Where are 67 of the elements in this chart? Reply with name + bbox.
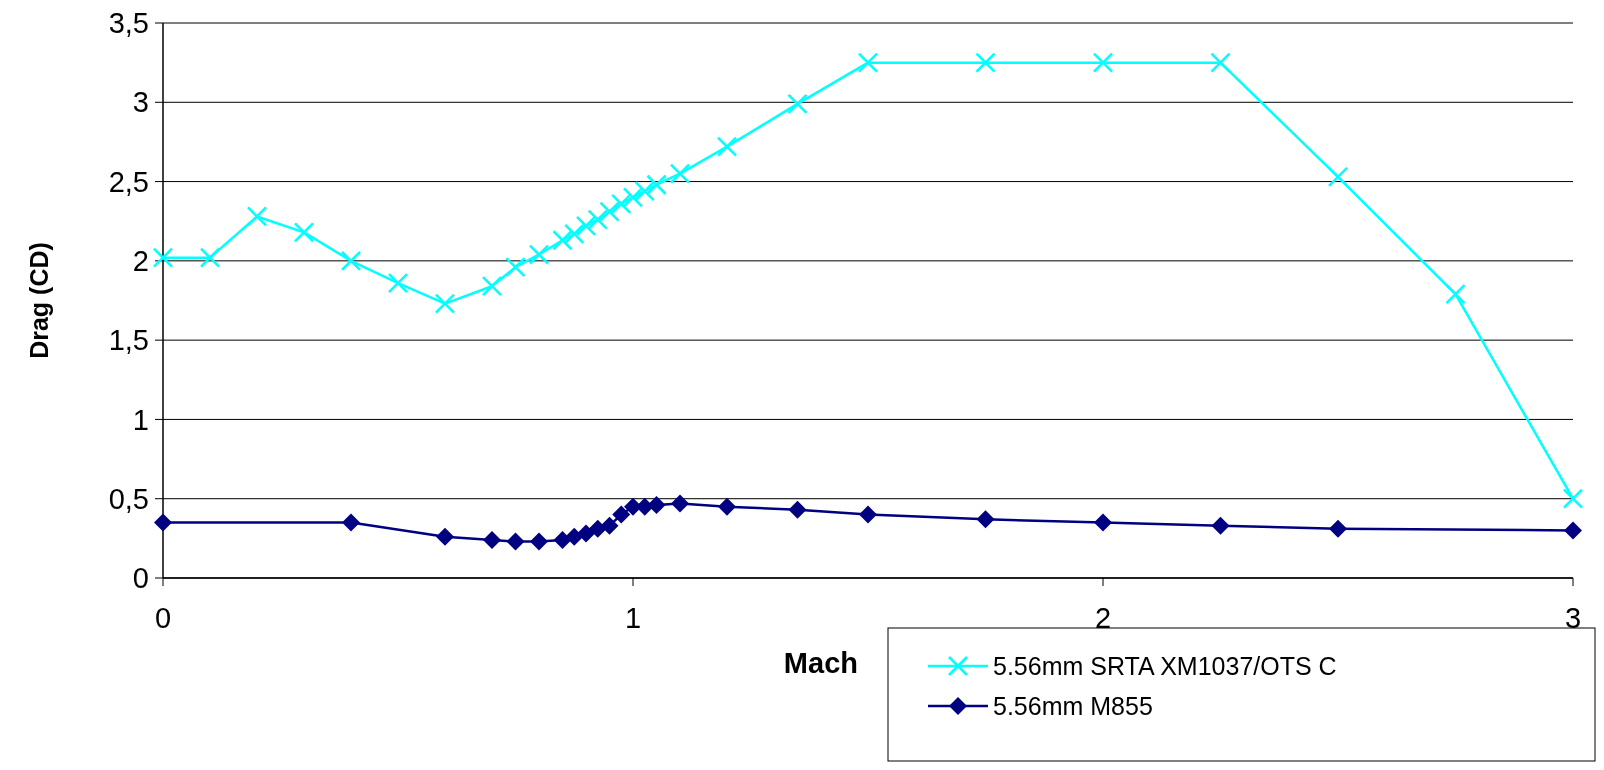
point <box>1094 513 1112 532</box>
point <box>199 247 221 268</box>
point <box>246 206 268 227</box>
point <box>553 530 572 549</box>
point <box>788 500 807 519</box>
point <box>481 275 503 297</box>
point <box>564 223 585 245</box>
y-tick-label: 3 <box>132 86 149 119</box>
point <box>342 513 360 532</box>
point <box>387 272 409 294</box>
point <box>1092 52 1114 73</box>
y-tick-label: 2,5 <box>108 165 149 198</box>
point <box>1564 521 1582 540</box>
point <box>588 519 607 538</box>
point <box>718 497 736 516</box>
y-tick-label: 0 <box>132 562 149 595</box>
point <box>575 215 597 237</box>
y-tick-label: 0,5 <box>108 482 149 515</box>
point <box>1327 166 1349 188</box>
x-tick-label: 2 <box>1094 602 1112 634</box>
point <box>528 244 550 265</box>
point <box>293 222 315 243</box>
point <box>152 247 174 268</box>
point <box>552 229 573 251</box>
x-tick-label: 3 <box>1564 602 1582 634</box>
point <box>154 513 172 532</box>
y-tick-label: 1,5 <box>108 324 149 357</box>
point <box>599 201 620 222</box>
point <box>483 530 501 549</box>
x-tick-label: 0 <box>154 602 172 634</box>
point <box>671 494 689 513</box>
point <box>340 250 362 272</box>
point <box>1329 519 1347 538</box>
point <box>1562 488 1584 509</box>
point <box>857 52 879 73</box>
point <box>669 163 691 184</box>
point <box>976 510 995 529</box>
point <box>787 93 808 115</box>
y-axis-title: Drag (CD) <box>25 242 53 359</box>
point <box>436 527 454 546</box>
legend-label: 5.56mm M855 <box>993 691 1153 720</box>
point <box>1211 516 1230 535</box>
legend-label: 5.56mm SRTA XM1037/OTS C <box>993 651 1337 680</box>
point <box>716 136 738 157</box>
point <box>577 524 595 543</box>
point <box>622 187 644 208</box>
point <box>1210 52 1231 73</box>
x-axis-title: Mach <box>783 647 858 679</box>
x-tick-label: 1 <box>624 602 642 634</box>
point <box>600 516 619 535</box>
point <box>434 293 456 314</box>
point <box>506 532 525 551</box>
point <box>646 174 667 195</box>
point <box>505 256 526 278</box>
point <box>1445 283 1466 305</box>
point <box>565 527 584 546</box>
y-tick-label: 2 <box>132 245 149 278</box>
point <box>530 532 548 551</box>
point <box>611 193 632 215</box>
point <box>975 52 996 73</box>
point <box>647 496 666 515</box>
point <box>634 180 655 202</box>
point <box>859 505 877 524</box>
point <box>587 209 608 230</box>
y-tick-label: 1 <box>132 403 149 436</box>
y-tick-label: 3,5 <box>108 7 149 40</box>
point <box>612 505 631 524</box>
